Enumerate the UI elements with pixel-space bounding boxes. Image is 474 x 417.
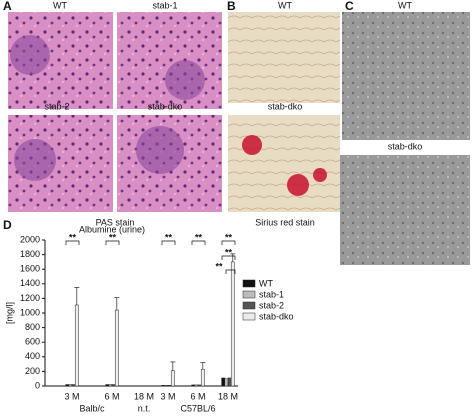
significance-bracket [65,240,80,245]
bar [227,377,232,387]
y-tick-label: 1200 [20,293,40,303]
y-tick-label: 0 [35,380,40,390]
image-label: WT [398,0,412,10]
fibrosis [287,174,309,196]
panel-label: A [3,0,12,13]
significance-bracket [191,240,206,245]
x-tick-label: 6 M [104,391,119,401]
panel-label: B [227,0,236,13]
legend-swatch [242,279,256,288]
significance-label: ** [109,232,117,242]
legend-swatch [242,301,256,310]
x-tick-label: 18 M [134,391,154,401]
image-label: stab-1 [152,0,177,10]
y-tick-label: 1400 [20,278,40,288]
significance-bracket [221,255,236,260]
bar [65,384,70,387]
bar [111,384,116,387]
bar [105,384,110,387]
glomerulus [165,60,205,100]
y-tick-label: 400 [25,351,40,361]
bar [108,384,113,387]
micrograph [228,115,340,212]
y-tick-label: 200 [25,366,40,376]
x-tick-label: 18 M [218,391,238,401]
micrograph [340,155,470,265]
glomerulus [136,126,184,174]
y-tick-label: 1000 [20,307,40,317]
y-tick-label: 800 [25,322,40,332]
caption: PAS stain [96,217,135,227]
fibrosis [242,135,262,155]
significance-bracket [225,269,236,274]
group-label: n.t. [138,403,151,413]
bar [164,385,169,387]
legend-label: WT [259,278,273,288]
image-label: stab-2 [44,101,69,111]
significance-label: ** [225,247,233,257]
glomerulus [10,35,50,75]
micrograph [342,12,470,140]
image-label: stab-dko [268,101,303,111]
y-axis-label: [mg/l] [4,302,14,324]
x-tick-label: 3 M [160,391,175,401]
y-tick-label: 2000 [20,234,40,244]
y-tick-label: 1800 [20,249,40,259]
x-tick-label: 6 M [190,391,205,401]
bar [161,385,166,387]
significance-label: ** [225,232,233,242]
image-label: WT [53,0,67,10]
image-label: stab-dko [388,141,423,151]
fibrosis [313,168,327,182]
bar [200,368,205,387]
legend-swatch [242,312,256,321]
panel-label: C [345,0,354,13]
legend-label: stab-dko [259,311,294,321]
bar [71,384,76,387]
chart-title: Albumine (urine) [79,224,145,234]
significance-bracket [221,240,236,245]
group-label: C57BL/6 [180,403,215,413]
significance-bracket [105,240,120,245]
significance-label: ** [69,232,77,242]
significance-bracket [161,240,176,245]
bar [230,261,235,387]
x-tick-label: 3 M [64,391,79,401]
legend-label: stab-2 [259,300,284,310]
glomerulus [14,139,56,181]
group-label: Balb/c [79,403,105,413]
bar [194,384,199,387]
panel-label: D [3,218,12,232]
y-tick-label: 1600 [20,264,40,274]
significance-label: ** [195,232,203,242]
caption: Sirius red stain [255,217,315,227]
image-label: WT [278,0,292,10]
significance-label: ** [165,232,173,242]
bar [224,378,229,387]
image-label: stab-dko [148,101,183,111]
bar-chart: Albumine (urine) [mg/l] 0 200 400 600 800 1000 1… [4,224,293,413]
bar [197,384,202,387]
bar [74,304,79,387]
bar [221,377,226,387]
micrograph [117,12,222,109]
bar [114,309,119,387]
bar [191,384,196,387]
y-tick-label: 600 [25,337,40,347]
bar [68,384,73,387]
significance-label: ** [215,261,223,271]
micrograph [228,12,340,103]
legend-swatch [242,290,256,299]
bar [170,370,175,387]
legend-label: stab-1 [259,289,284,299]
bar [167,385,172,387]
